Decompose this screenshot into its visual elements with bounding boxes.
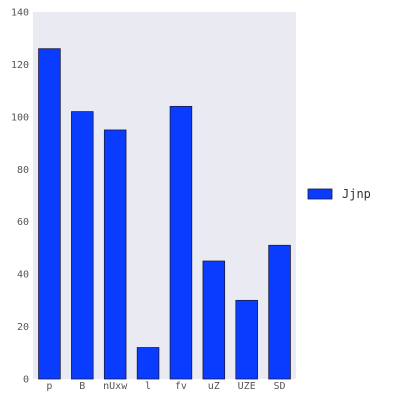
y-tick-label: 40 (17, 270, 29, 281)
y-axis: 0 20 40 60 80 100 120 140 (11, 8, 29, 386)
legend-swatch-jjnp (307, 188, 333, 200)
bar-l (136, 347, 160, 380)
y-tick-label: 140 (11, 8, 29, 19)
x-tick-label: UZE (238, 381, 256, 392)
bar-fv (169, 105, 193, 380)
y-tick-label: 120 (11, 60, 29, 71)
x-tick-label: fv (175, 381, 187, 392)
x-tick-label: SD (274, 381, 286, 392)
x-tick-label: p (46, 381, 52, 392)
x-tick-label: uZ (208, 381, 220, 392)
bar-nuxw (103, 129, 127, 380)
y-tick-label: 100 (11, 112, 29, 123)
legend-label-jjnp: Jjnp (342, 187, 371, 201)
bar-uz (202, 260, 226, 380)
bar-b (71, 111, 94, 380)
y-tick-label: 20 (17, 322, 29, 333)
bar-p (38, 48, 61, 380)
y-tick-label: 60 (17, 217, 29, 228)
x-tick-label: B (79, 381, 85, 392)
bar-sd (268, 244, 291, 380)
bar-group (38, 48, 291, 380)
y-tick-label: 80 (17, 165, 29, 176)
x-tick-label: l (145, 381, 151, 392)
bar-uze (235, 299, 258, 380)
y-tick-label: 0 (23, 375, 29, 386)
legend: Jjnp (307, 187, 371, 201)
x-tick-label: nUxw (103, 381, 128, 392)
